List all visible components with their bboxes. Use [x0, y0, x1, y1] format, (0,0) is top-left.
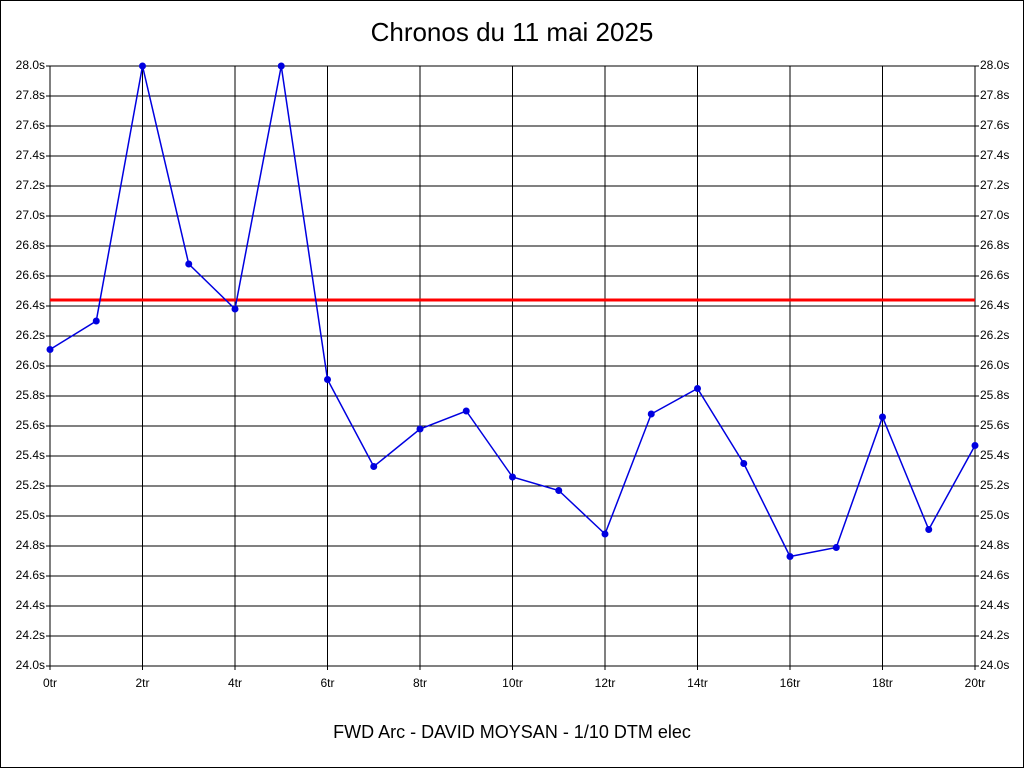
- y-tick-label: 26.4s: [16, 298, 45, 312]
- y2-tick-label: 24.2s: [980, 628, 1009, 642]
- y-tick-label: 24.0s: [16, 658, 45, 672]
- y-tick-label: 24.6s: [16, 568, 45, 582]
- data-point: [277, 62, 285, 70]
- y-tick-label: 27.4s: [16, 148, 45, 162]
- x-tick-label: 4tr: [228, 676, 242, 690]
- x-tick-label: 14tr: [687, 676, 708, 690]
- y-tick-label: 24.4s: [16, 598, 45, 612]
- y2-tick-label: 26.4s: [980, 298, 1009, 312]
- x-tick-label: 16tr: [780, 676, 801, 690]
- x-tick-label: 12tr: [595, 676, 616, 690]
- x-tick-label: 6tr: [320, 676, 334, 690]
- y-tick-label: 25.0s: [16, 508, 45, 522]
- x-tick-label: 10tr: [502, 676, 523, 690]
- y-tick-label: 26.8s: [16, 238, 45, 252]
- data-point: [925, 526, 933, 533]
- y-tick-label: 27.6s: [16, 118, 45, 132]
- y-tick-label: 25.8s: [16, 388, 45, 402]
- data-point: [509, 473, 516, 481]
- data-point: [601, 530, 609, 538]
- data-point: [694, 385, 701, 392]
- y2-tick-label: 27.6s: [980, 118, 1009, 132]
- plot-border: [49, 65, 976, 667]
- y-tick-label: 28.0s: [16, 58, 45, 72]
- y-tick-label: 26.0s: [16, 358, 45, 372]
- chart-title: Chronos du 11 mai 2025: [371, 17, 654, 47]
- y2-tick-label: 27.2s: [980, 178, 1009, 192]
- data-point: [46, 346, 54, 353]
- data-point: [832, 544, 840, 551]
- y2-tick-label: 27.4s: [980, 148, 1009, 162]
- y2-tick-label: 25.0s: [980, 508, 1009, 522]
- y2-tick-label: 24.4s: [980, 598, 1009, 612]
- y-tick-label: 26.2s: [16, 328, 45, 342]
- x-tick-label: 0tr: [43, 676, 57, 690]
- y-tick-label: 24.8s: [16, 538, 45, 552]
- data-point: [416, 425, 424, 433]
- y2-tick-label: 25.2s: [980, 478, 1009, 492]
- data-point: [92, 317, 100, 325]
- x-tick-label: 2tr: [135, 676, 149, 690]
- y-tick-label: 27.8s: [16, 88, 45, 102]
- y-tick-label: 24.2s: [16, 628, 45, 642]
- y2-tick-label: 24.6s: [980, 568, 1009, 582]
- data-point: [324, 376, 331, 383]
- y2-tick-label: 27.8s: [980, 88, 1009, 102]
- data-point: [139, 62, 146, 70]
- y-tick-label: 25.4s: [16, 448, 45, 462]
- data-point: [555, 487, 563, 494]
- y2-tick-label: 25.8s: [980, 388, 1009, 402]
- y-tick-label: 27.2s: [16, 178, 45, 192]
- y-tick-label: 25.6s: [16, 418, 45, 432]
- y2-tick-label: 26.8s: [980, 238, 1009, 252]
- x-tick-label: 8tr: [413, 676, 427, 690]
- y-tick-label: 25.2s: [16, 478, 45, 492]
- y2-tick-label: 25.6s: [980, 418, 1009, 432]
- y2-tick-label: 25.4s: [980, 448, 1009, 462]
- data-point: [647, 410, 655, 418]
- data-point: [462, 407, 470, 415]
- data-point: [185, 260, 193, 268]
- data-point: [231, 305, 239, 313]
- y2-tick-label: 26.0s: [980, 358, 1009, 372]
- x-tick-label: 20tr: [965, 676, 986, 690]
- data-point: [370, 463, 378, 470]
- y-tick-label: 26.6s: [16, 268, 45, 282]
- data-point: [786, 553, 794, 560]
- y2-tick-label: 27.0s: [980, 208, 1009, 222]
- y-tick-label: 27.0s: [16, 208, 45, 222]
- y2-tick-label: 28.0s: [980, 58, 1009, 72]
- data-point: [971, 442, 979, 449]
- y2-tick-label: 26.6s: [980, 268, 1009, 282]
- data-point: [740, 460, 748, 467]
- y2-tick-label: 24.0s: [980, 658, 1009, 672]
- x-tick-label: 18tr: [872, 676, 893, 690]
- y2-tick-label: 24.8s: [980, 538, 1009, 552]
- chart-footer: FWD Arc - DAVID MOYSAN - 1/10 DTM elec: [333, 722, 691, 742]
- y2-tick-label: 26.2s: [980, 328, 1009, 342]
- data-point: [879, 413, 886, 421]
